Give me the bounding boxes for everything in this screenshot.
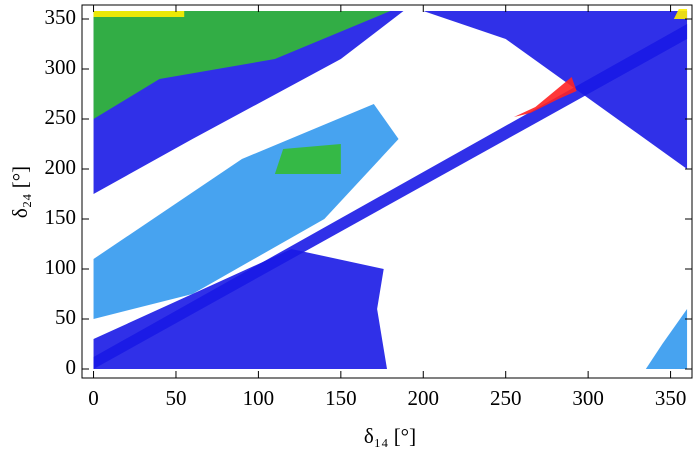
y-axis-label: δ₂₄ [°] — [8, 166, 32, 218]
density-region — [673, 9, 688, 19]
y-tick-label: 250 — [45, 105, 77, 129]
density-region — [93, 249, 388, 369]
x-tick-label: 150 — [325, 386, 357, 410]
x-tick-label: 0 — [88, 386, 99, 410]
x-tick-label: 200 — [408, 386, 440, 410]
plot-frame — [81, 4, 693, 379]
y-tick-label: 0 — [66, 355, 77, 379]
density-region — [93, 24, 688, 369]
x-axis-label: δ₁₄ [°] — [364, 424, 416, 448]
x-tick-label: 350 — [655, 386, 687, 410]
density-region — [423, 11, 688, 169]
density-region — [93, 11, 185, 17]
y-tick-label: 350 — [45, 5, 77, 29]
density-region — [93, 11, 391, 119]
y-tick-label: 100 — [45, 255, 77, 279]
x-tick-label: 250 — [490, 386, 522, 410]
y-tick-label: 50 — [55, 305, 76, 329]
y-tick-label: 150 — [45, 205, 77, 229]
density-region — [513, 77, 577, 117]
y-tick-label: 200 — [45, 155, 77, 179]
x-tick-label: 50 — [165, 386, 186, 410]
y-tick-label: 300 — [45, 55, 77, 79]
x-tick-label: 100 — [243, 386, 275, 410]
density-region — [274, 144, 341, 174]
x-tick-label: 300 — [572, 386, 604, 410]
density-region — [645, 309, 688, 369]
